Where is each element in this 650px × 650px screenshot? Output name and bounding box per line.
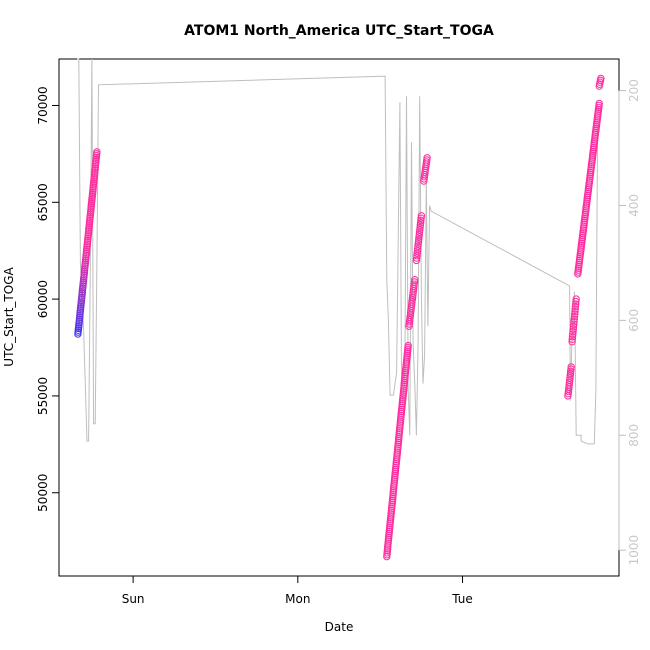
y-tick-label: 55000 xyxy=(36,377,50,415)
data-point xyxy=(570,320,578,328)
right-tick-label: 400 xyxy=(627,194,641,217)
right-tick-label: 800 xyxy=(627,424,641,447)
data-point xyxy=(570,312,579,321)
plot-area xyxy=(58,58,620,577)
y-tick-label: 50000 xyxy=(36,474,50,512)
data-point xyxy=(568,335,576,343)
data-point xyxy=(414,242,422,251)
data-point xyxy=(411,276,419,284)
data-point xyxy=(412,256,421,265)
data-point xyxy=(595,99,603,108)
data-point xyxy=(410,278,419,286)
data-point xyxy=(570,315,578,323)
left-y-axis: 50000 55000 60000 65000 70000 xyxy=(36,86,60,512)
data-point xyxy=(569,330,577,338)
data-point xyxy=(567,365,575,373)
data-point xyxy=(572,295,580,303)
data-point xyxy=(597,74,605,83)
data-point xyxy=(416,226,424,234)
data-point xyxy=(417,216,425,225)
data-point xyxy=(423,154,431,162)
x-axis: Sun Mon Tue xyxy=(122,575,473,606)
data-point xyxy=(93,148,101,156)
data-point xyxy=(413,254,421,262)
data-point xyxy=(416,221,424,229)
chart-title: ATOM1 North_America UTC_Start_TOGA xyxy=(184,23,494,39)
x-tick-label: Sun xyxy=(122,592,145,606)
y-tick-label: 65000 xyxy=(36,183,50,221)
x-tick-label: Tue xyxy=(451,592,473,606)
data-point xyxy=(571,307,579,316)
data-point xyxy=(413,249,421,258)
data-point xyxy=(571,310,579,318)
right-tick-label: 1000 xyxy=(627,535,641,566)
right-tick-label: 600 xyxy=(627,309,641,332)
x-axis-label: Date xyxy=(325,620,354,634)
data-point xyxy=(570,318,578,326)
data-point xyxy=(415,233,423,241)
data-point xyxy=(415,230,423,239)
data-point xyxy=(413,252,421,260)
data-point xyxy=(417,212,426,220)
data-point xyxy=(417,214,425,222)
data-point xyxy=(567,363,575,371)
y-tick-label: 60000 xyxy=(36,280,50,318)
right-y-axis: 200 400 600 800 1000 xyxy=(618,79,641,566)
data-point xyxy=(414,237,423,246)
data-point xyxy=(416,219,425,227)
data-point xyxy=(569,325,577,333)
x-tick-label: Mon xyxy=(285,592,310,606)
data-point xyxy=(568,333,577,341)
data-point xyxy=(415,228,424,237)
data-point xyxy=(415,235,423,244)
data-point xyxy=(572,300,580,308)
data-point xyxy=(572,297,580,306)
data-point xyxy=(416,223,424,232)
data-point xyxy=(569,328,577,336)
data-point xyxy=(571,302,580,311)
data-point xyxy=(404,341,412,350)
right-tick-label: 200 xyxy=(627,79,641,102)
data-point xyxy=(568,338,576,346)
data-point xyxy=(571,305,579,313)
data-point xyxy=(414,245,422,253)
data-point xyxy=(413,247,422,255)
right-series-line xyxy=(77,58,599,445)
data-points xyxy=(74,74,605,561)
data-point xyxy=(414,240,422,248)
y-axis-label: UTC_Start_TOGA xyxy=(2,267,16,367)
data-point xyxy=(569,323,578,331)
y-tick-label: 70000 xyxy=(36,86,50,124)
right-axis-series xyxy=(77,58,599,445)
plot-border xyxy=(58,58,620,577)
